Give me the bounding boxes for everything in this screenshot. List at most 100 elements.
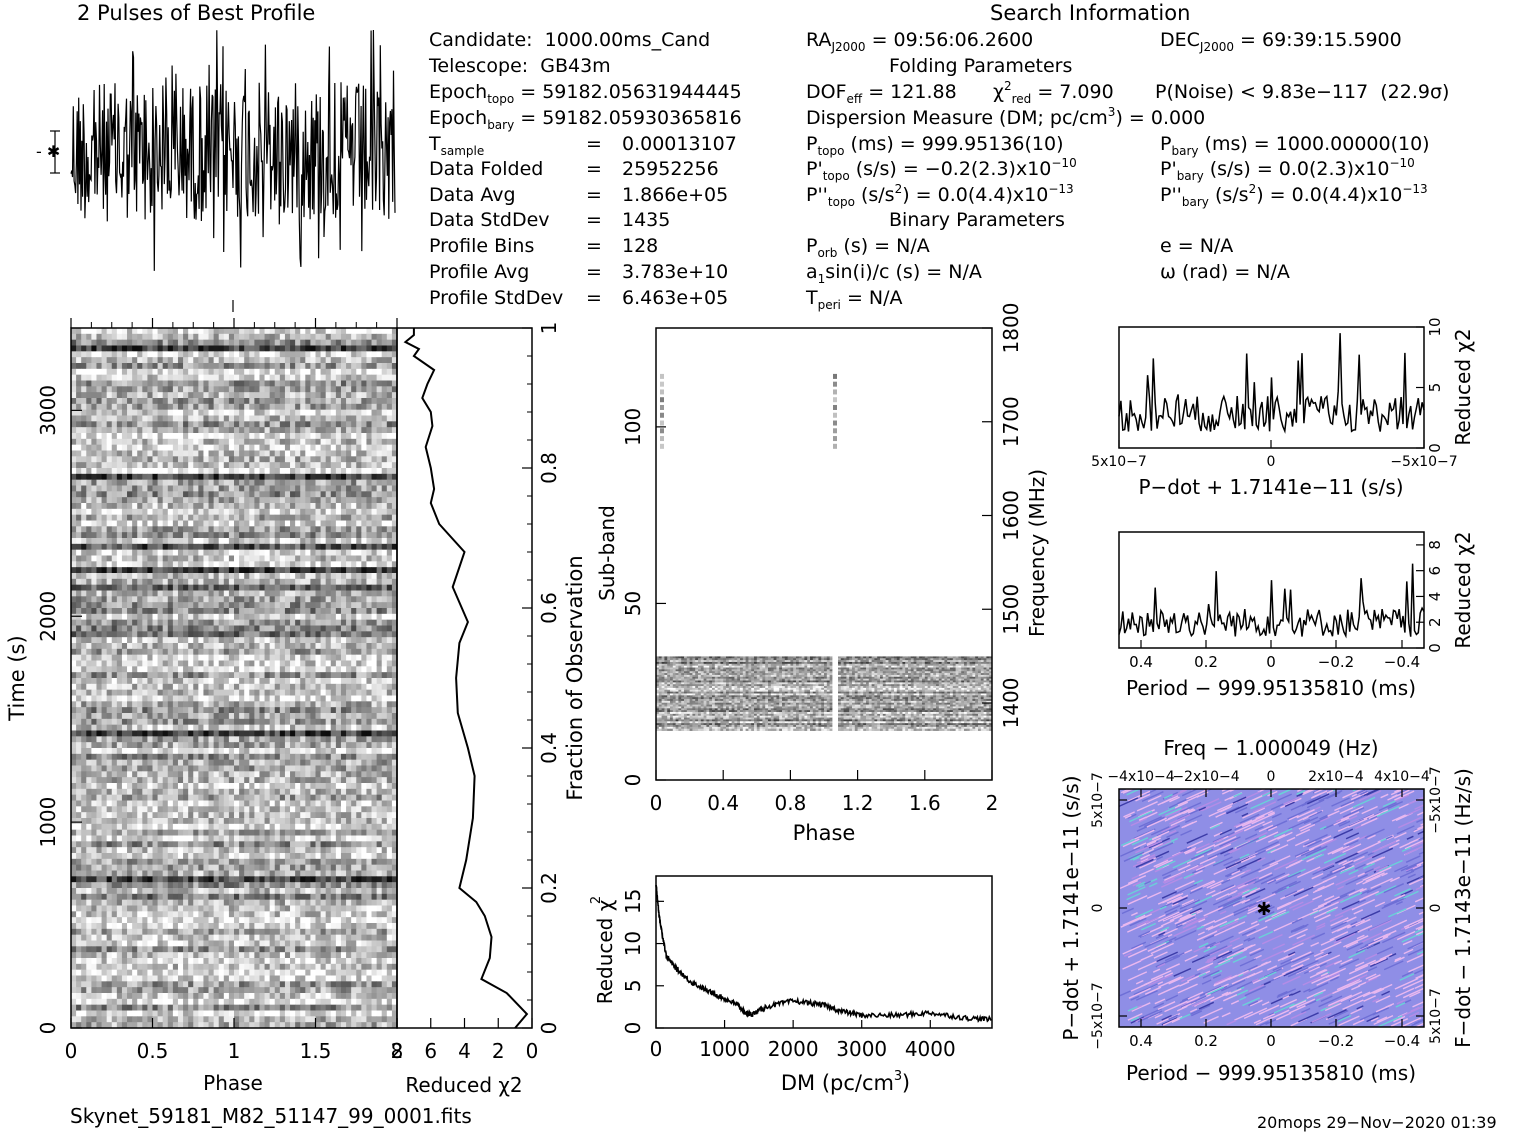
time-phase-cell <box>387 672 392 678</box>
time-phase-cell <box>239 771 244 777</box>
time-phase-cell <box>96 497 101 503</box>
time-phase-cell <box>214 363 219 369</box>
time-phase-cell <box>112 439 117 445</box>
time-phase-cell <box>173 655 178 661</box>
time-phase-cell <box>107 340 112 346</box>
time-phase-cell <box>203 591 208 597</box>
time-phase-cell <box>219 550 224 556</box>
time-phase-cell <box>372 375 377 381</box>
time-phase-cell <box>295 561 300 567</box>
time-phase-cell <box>300 357 305 363</box>
time-phase-cell <box>127 637 132 643</box>
time-phase-cell <box>209 573 214 579</box>
time-phase-cell <box>178 742 183 748</box>
time-phase-cell <box>361 614 366 620</box>
time-phase-cell <box>132 421 137 427</box>
time-phase-cell <box>265 491 270 497</box>
time-phase-cell <box>132 585 137 591</box>
time-phase-cell <box>137 719 142 725</box>
time-phase-cell <box>117 573 122 579</box>
time-phase-cell <box>316 591 321 597</box>
time-phase-cell <box>249 375 254 381</box>
time-phase-cell <box>147 620 152 626</box>
time-phase-cell <box>356 591 361 597</box>
time-phase-cell <box>224 526 229 532</box>
time-phase-cell <box>321 334 326 340</box>
time-phase-cell <box>280 410 285 416</box>
time-phase-cell <box>239 719 244 725</box>
time-phase-cell <box>96 596 101 602</box>
time-phase-cell <box>305 357 310 363</box>
time-phase-cell <box>249 742 254 748</box>
time-phase-cell <box>198 328 203 334</box>
time-phase-cell <box>280 608 285 614</box>
time-phase-cell <box>76 655 81 661</box>
time-phase-cell <box>361 474 366 480</box>
time-phase-cell <box>361 579 366 585</box>
time-phase-cell <box>295 678 300 684</box>
time-phase-cell <box>300 410 305 416</box>
time-phase-cell <box>102 375 107 381</box>
time-phase-cell <box>305 351 310 357</box>
time-phase-cell <box>173 468 178 474</box>
time-phase-cell <box>300 363 305 369</box>
time-phase-cell <box>310 404 315 410</box>
time-phase-cell <box>336 602 341 608</box>
time-phase-cell <box>71 626 76 632</box>
time-phase-cell <box>254 480 259 486</box>
time-phase-cell <box>305 462 310 468</box>
time-phase-cell <box>173 620 178 626</box>
time-phase-cell <box>112 480 117 486</box>
time-phase-cell <box>224 585 229 591</box>
time-phase-cell <box>163 532 168 538</box>
time-phase-cell <box>102 538 107 544</box>
time-phase-cell <box>249 328 254 334</box>
time-phase-cell <box>244 509 249 515</box>
time-phase-cell <box>102 503 107 509</box>
time-phase-cell <box>356 556 361 562</box>
time-phase-cell <box>275 579 280 585</box>
time-phase-cell <box>321 474 326 480</box>
time-phase-cell <box>214 766 219 772</box>
time-phase-cell <box>117 328 122 334</box>
time-phase-cell <box>209 579 214 585</box>
time-phase-cell <box>117 451 122 457</box>
time-phase-cell <box>183 748 188 754</box>
time-phase-cell <box>295 357 300 363</box>
time-phase-cell <box>254 363 259 369</box>
time-phase-cell <box>295 410 300 416</box>
time-phase-cell <box>290 410 295 416</box>
time-phase-cell <box>331 701 336 707</box>
time-phase-cell <box>91 515 96 521</box>
time-phase-cell <box>377 398 382 404</box>
time-phase-cell <box>96 421 101 427</box>
time-phase-cell <box>147 585 152 591</box>
time-phase-cell <box>224 445 229 451</box>
time-phase-cell <box>147 439 152 445</box>
time-phase-cell <box>209 684 214 690</box>
time-phase-cell <box>239 410 244 416</box>
time-phase-cell <box>372 620 377 626</box>
time-phase-cell <box>127 328 132 334</box>
time-phase-cell <box>137 777 142 783</box>
time-phase-cell <box>305 573 310 579</box>
time-phase-cell <box>259 468 264 474</box>
time-phase-cell <box>203 701 208 707</box>
time-phase-cell <box>71 754 76 760</box>
time-phase-cell <box>285 439 290 445</box>
time-phase-cell <box>387 631 392 637</box>
time-phase-cell <box>147 643 152 649</box>
time-phase-cell <box>147 707 152 713</box>
time-phase-cell <box>280 328 285 334</box>
time-phase-cell <box>331 491 336 497</box>
time-phase-cell <box>290 381 295 387</box>
time-phase-cell <box>183 468 188 474</box>
time-phase-cell <box>305 742 310 748</box>
time-phase-cell <box>321 561 326 567</box>
time-phase-cell <box>280 573 285 579</box>
time-phase-cell <box>336 392 341 398</box>
time-phase-cell <box>310 696 315 702</box>
time-phase-cell <box>122 363 127 369</box>
time-phase-cell <box>290 585 295 591</box>
time-phase-cell <box>254 602 259 608</box>
